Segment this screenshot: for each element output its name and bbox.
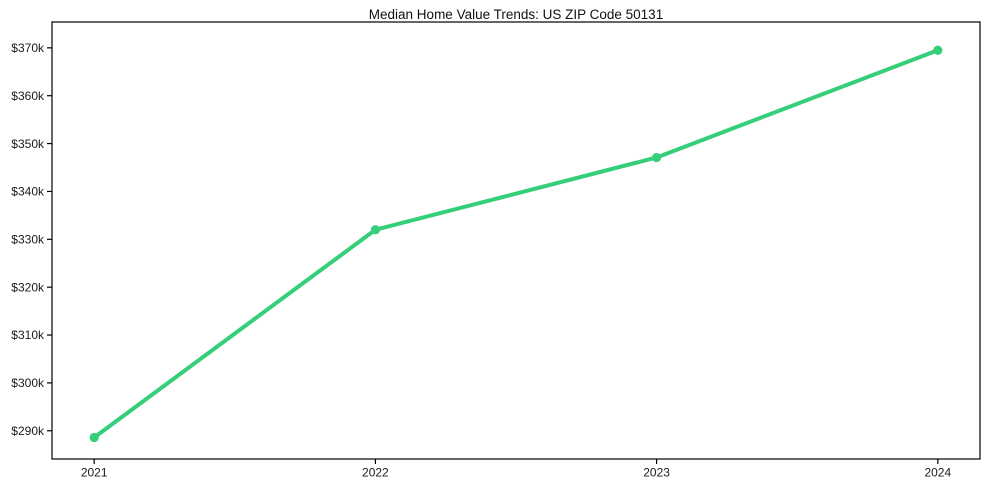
y-tick-label: $310k [11,328,45,342]
y-tick-label: $340k [11,185,45,199]
data-point-2021 [89,432,99,443]
x-tick-label: 2024 [924,466,951,480]
x-tick-label: 2021 [81,466,108,480]
data-point-2024 [933,45,943,55]
chart-title: Median Home Value Trends: US ZIP Code 50… [368,7,664,22]
y-tick-label: $350k [11,137,45,151]
y-tick-label: $370k [11,41,45,55]
y-tick-label: $360k [11,89,45,103]
plot-frame [51,21,981,460]
data-point-2023 [652,152,662,163]
y-tick-label: $300k [11,376,45,390]
x-tick-label: 2023 [643,466,670,480]
data-point-2022 [370,225,380,235]
x-tick-label: 2022 [362,466,389,480]
y-tick-label: $290k [11,424,45,438]
y-tick-label: $330k [11,233,45,247]
y-tick-label: $320k [11,280,45,294]
trend-line [92,48,940,440]
